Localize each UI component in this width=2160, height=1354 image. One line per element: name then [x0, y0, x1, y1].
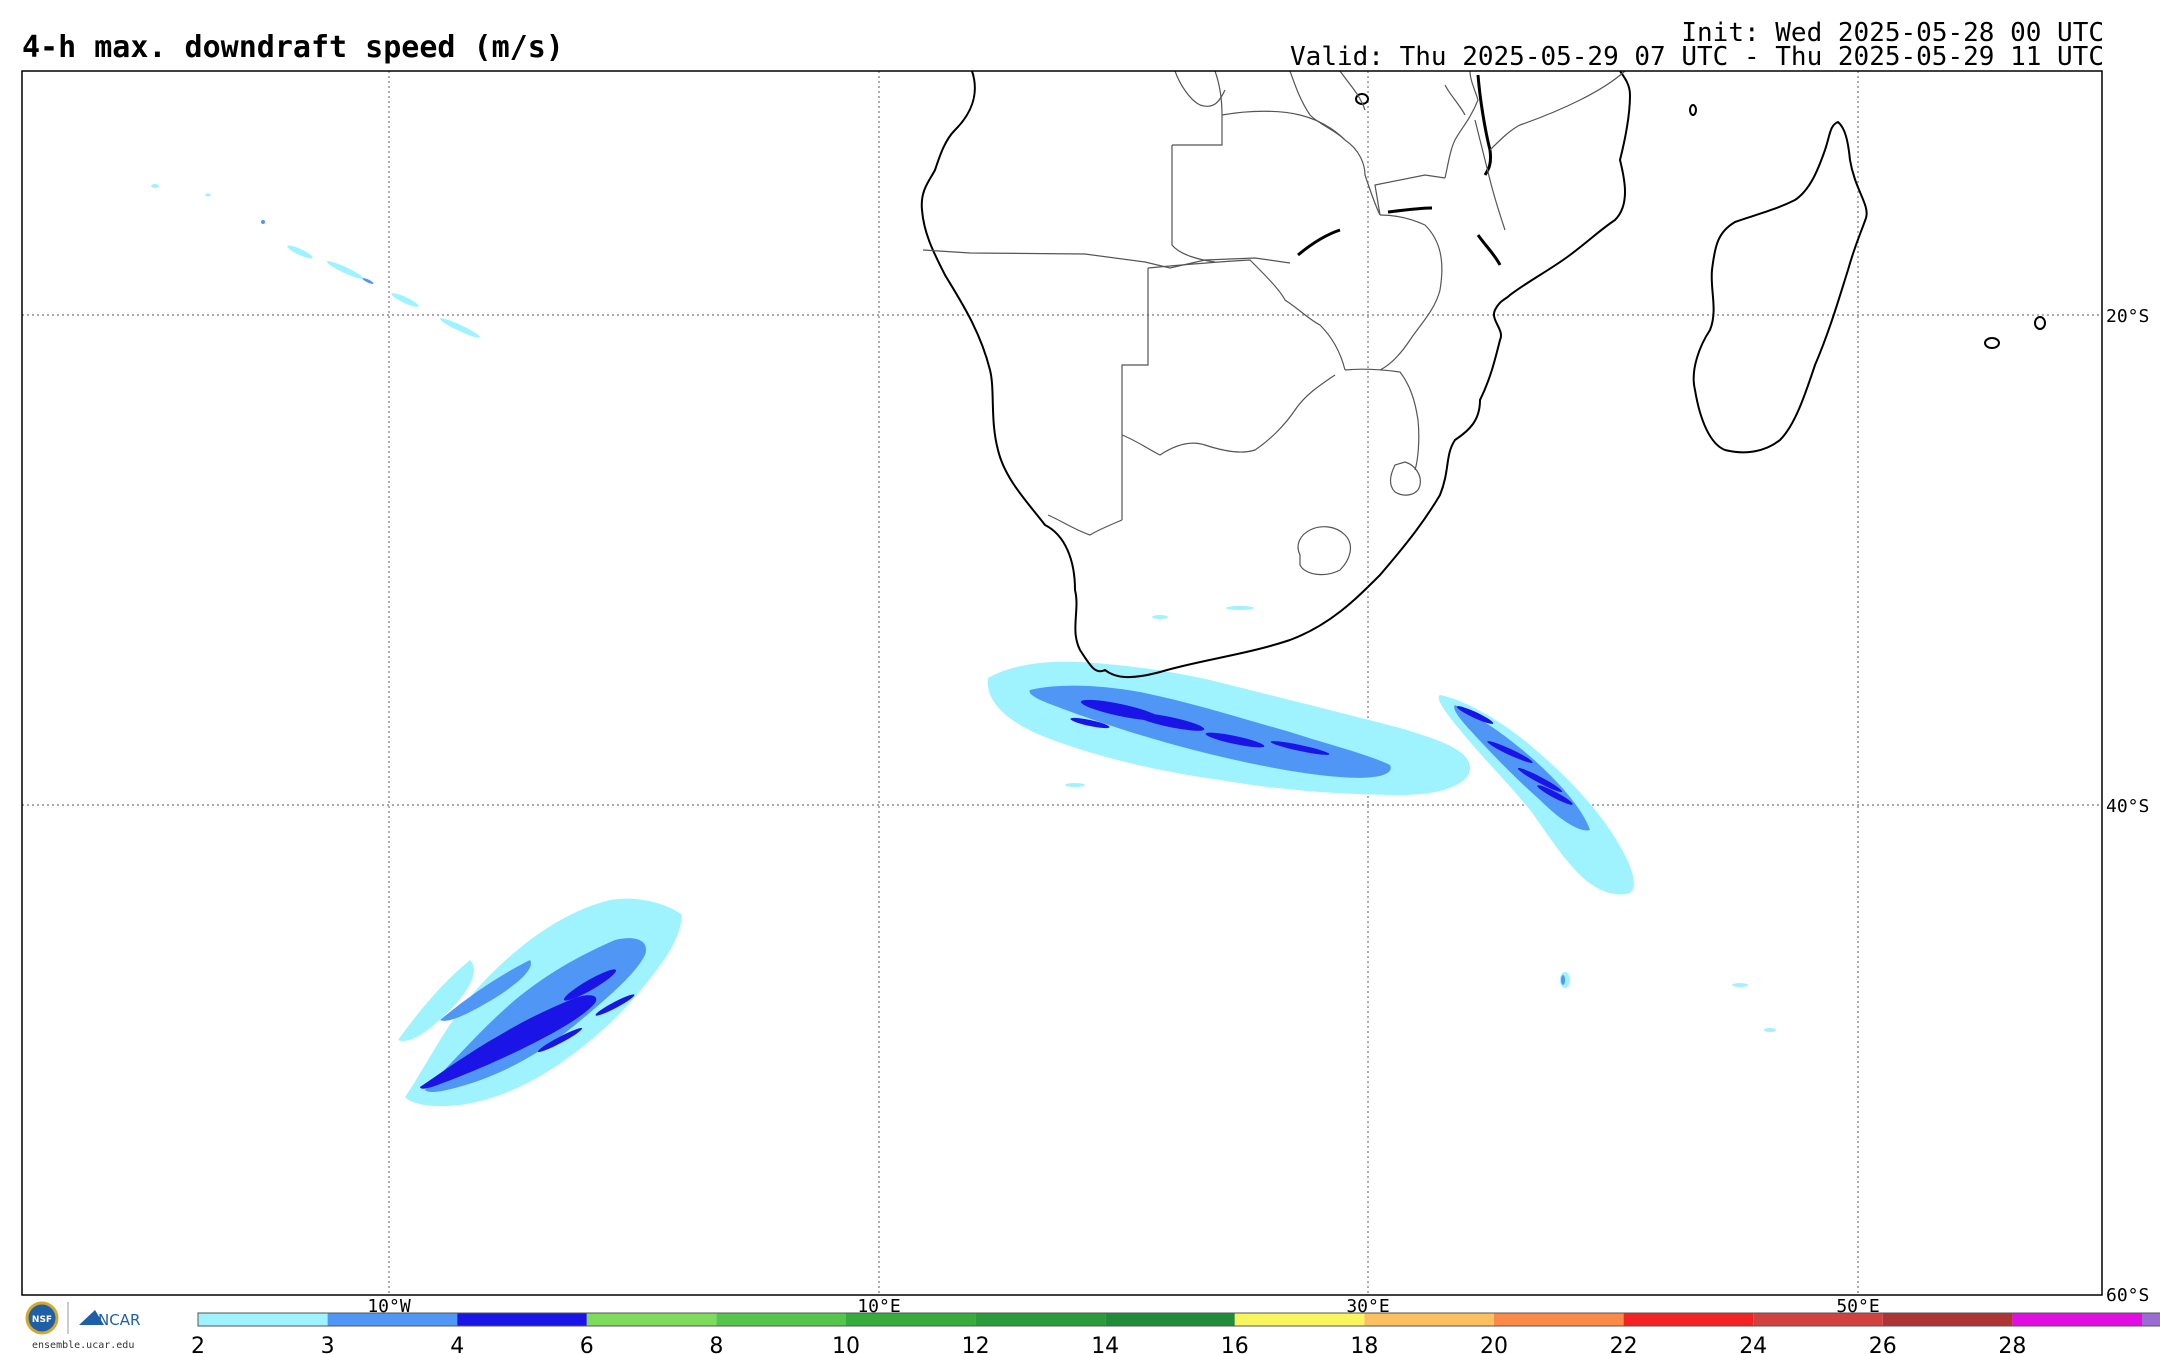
colorbar-tick-label: 26: [1869, 1334, 1897, 1354]
colorbar-segment: [457, 1313, 587, 1326]
colorbar-segment: [716, 1313, 846, 1326]
lake-cahora: [1387, 206, 1433, 214]
colorbar-tick-label: 3: [321, 1334, 335, 1354]
colorbar-segment: [846, 1313, 976, 1326]
gridlines: [22, 71, 2102, 1295]
lon-label-30e: 30°E: [1346, 1296, 1389, 1317]
colorbar-tick-label: 18: [1350, 1334, 1378, 1354]
colorbar-tick-label: 24: [1739, 1334, 1767, 1354]
lat-label-60s: 60°S: [2106, 1285, 2149, 1306]
init-time: Init: Wed 2025-05-28 00 UTC: [1681, 18, 2104, 48]
colorbar-segment: [975, 1313, 1106, 1326]
nsf-logo-icon: [25, 1301, 59, 1335]
country-borders: [922, 71, 1626, 576]
colorbar-segment: [327, 1313, 458, 1326]
lat-label-20s: 20°S: [2106, 306, 2149, 327]
colorbar-segment: [1494, 1313, 1624, 1326]
ensemble-url: ensemble.ucar.edu: [32, 1340, 134, 1351]
colorbar-tick-label: 28: [1998, 1334, 2026, 1354]
se-band-system: [1438, 695, 1776, 1032]
mauritius-coastline: [1984, 337, 2000, 349]
colorbar-tick-label: 8: [709, 1334, 723, 1354]
lon-labels: 10°W 10°E 30°E 50°E: [367, 1296, 1879, 1317]
colorbar-tick-label: 2: [191, 1334, 205, 1354]
colorbar-tick-label: 20: [1480, 1334, 1508, 1354]
lon-label-50e: 50°E: [1836, 1296, 1879, 1317]
lat-label-40s: 40°S: [2106, 796, 2149, 817]
colorbar-tick-label: 12: [962, 1334, 990, 1354]
lake-kariba: [1297, 228, 1341, 257]
map-title: 4-h max. downdraft speed (m/s): [22, 30, 564, 65]
reunion-coastline: [2034, 316, 2046, 330]
lake-malawi: [1476, 74, 1492, 176]
colorbar-segment: [2142, 1313, 2160, 1326]
colorbar-segment: [1753, 1313, 1883, 1326]
colorbar-segment: [1882, 1313, 2013, 1326]
madagascar-coastline: [1692, 120, 1868, 454]
colorbar-outline: [197, 1312, 2160, 1327]
logos: NSF NCAR ensemble.ucar.edu: [25, 1301, 140, 1351]
africa-coastline: [920, 71, 1632, 678]
colorbar-segment: [1623, 1313, 1754, 1326]
lon-label-10e: 10°E: [857, 1296, 900, 1317]
colorbar-segment: [1234, 1313, 1365, 1326]
ncar-logo-text: NCAR: [98, 1311, 140, 1329]
colorbar-tick-label: 22: [1610, 1334, 1638, 1354]
colorbar-segment: [1105, 1313, 1235, 1326]
lon-label-10w: 10°W: [367, 1296, 411, 1317]
cape-system: [987, 606, 1470, 795]
colorbar-segment: [586, 1313, 717, 1326]
colorbar-segment: [1364, 1313, 1494, 1326]
colorbar-tick-label: 14: [1091, 1334, 1119, 1354]
downdraft-field: [151, 184, 1776, 1107]
ncar-logo-icon: [79, 1310, 104, 1325]
colorbar-tick-label: 16: [1221, 1334, 1249, 1354]
map-frame: [21, 70, 2103, 1296]
colorbar-segment: [198, 1313, 328, 1326]
colorbar-tick-label: 6: [580, 1334, 594, 1354]
colorbar-segment: [2012, 1313, 2142, 1326]
nsf-logo-text: NSF: [32, 1315, 52, 1325]
nw-scattered-cells: [151, 184, 480, 338]
sw-atlantic-system: [398, 898, 682, 1107]
colorbar-tick-label: 10: [832, 1334, 860, 1354]
geography: [920, 71, 2046, 678]
lat-labels: 20°S 40°S 60°S: [2106, 306, 2149, 1306]
colorbar: 2 3 4 6 8 10 12 14 16 18 20 22 24 26 28: [191, 1312, 2160, 1354]
colorbar-tick-label: 4: [450, 1334, 464, 1354]
valid-time: Valid: Thu 2025-05-29 07 UTC - Thu 2025-…: [1290, 42, 2104, 72]
